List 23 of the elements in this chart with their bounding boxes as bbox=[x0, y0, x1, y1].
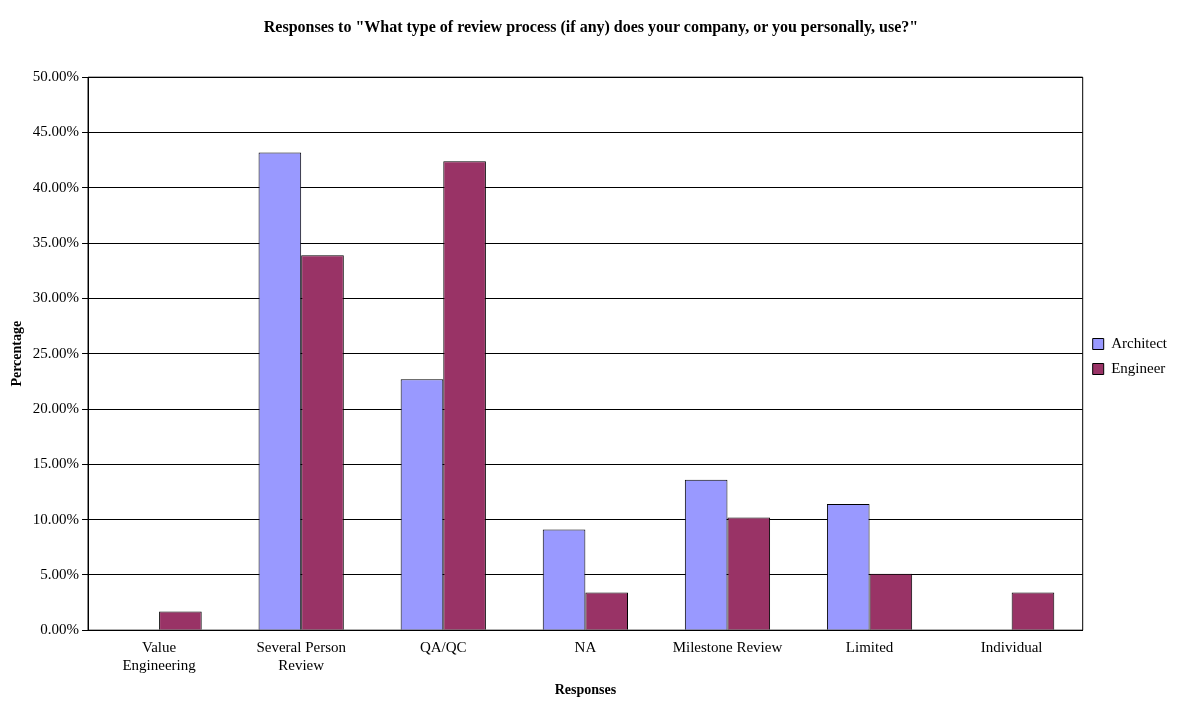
y-tick-label: 25.00% bbox=[32, 344, 80, 361]
legend-label: Engineer bbox=[1111, 359, 1166, 376]
y-axis-title: Percentage bbox=[9, 320, 25, 387]
y-tick-label: 50.00% bbox=[32, 68, 80, 85]
x-tick-label: NA bbox=[574, 639, 597, 656]
y-tick-label: 20.00% bbox=[32, 399, 80, 416]
y-tick-label: 0.00% bbox=[40, 621, 80, 638]
y-tick-label: 30.00% bbox=[32, 289, 80, 306]
y-tick-label: 10.00% bbox=[32, 510, 80, 527]
y-tick-label: 5.00% bbox=[40, 565, 80, 582]
y-tick-label: 40.00% bbox=[32, 178, 80, 195]
x-tick-label: Limited bbox=[845, 639, 894, 656]
x-axis-title: Responses bbox=[554, 682, 617, 698]
x-tick-label: Several Person Review bbox=[256, 639, 347, 674]
x-tick-label: QA/QC bbox=[419, 639, 467, 656]
y-tick-label: 35.00% bbox=[32, 234, 80, 251]
x-tick-label: Individual bbox=[980, 639, 1043, 656]
y-tick-label: 15.00% bbox=[32, 455, 80, 472]
legend-label: Architect bbox=[1111, 334, 1168, 351]
y-tick-label: 45.00% bbox=[32, 123, 80, 140]
chart-title: Responses to "What type of review process (if any) does your company, or you personally, use?" bbox=[263, 17, 919, 36]
x-tick-label: Milestone Review bbox=[672, 639, 783, 656]
x-tick-label: Value Engineering bbox=[122, 639, 197, 674]
